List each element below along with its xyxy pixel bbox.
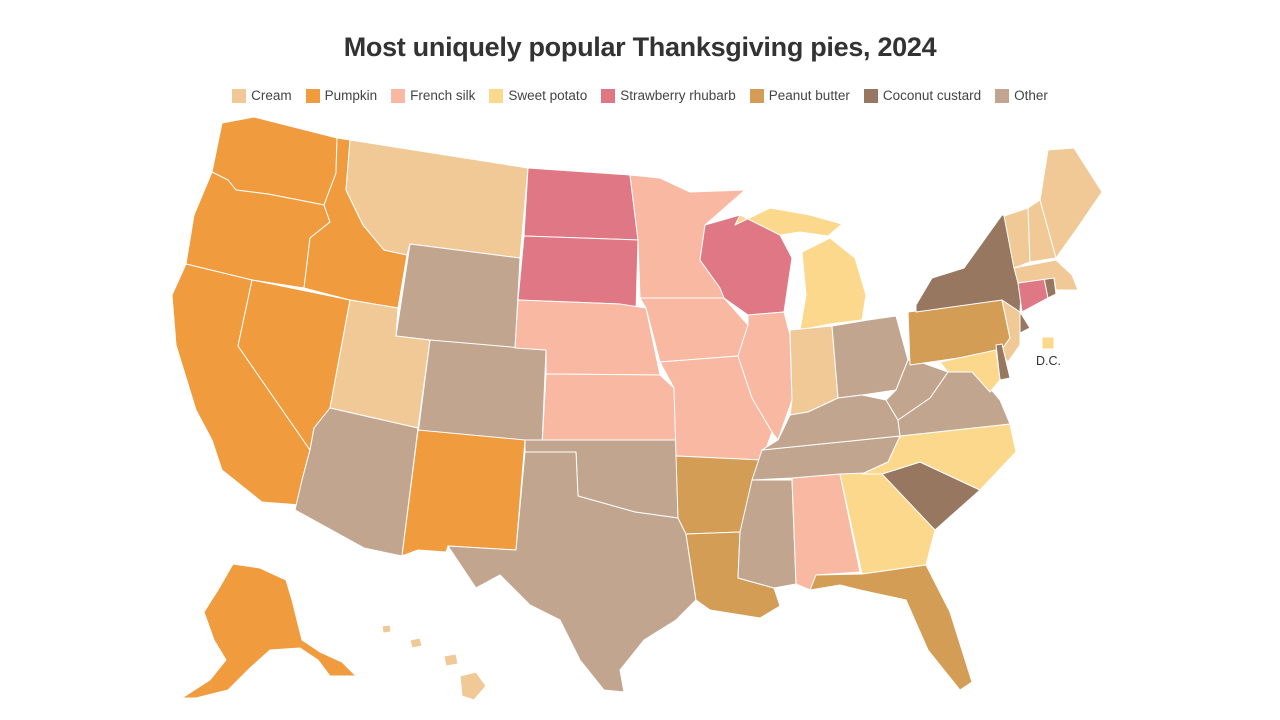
legend-item-coconut-custard: Coconut custard [863, 88, 982, 103]
state-MI-UP[interactable] [734, 207, 843, 237]
legend-swatch-other [995, 88, 1010, 103]
legend-label-cream: Cream [251, 88, 292, 103]
state-KY[interactable] [761, 394, 901, 451]
dc-marker[interactable] [1041, 336, 1055, 350]
state-ND[interactable] [523, 167, 639, 241]
state-WV[interactable] [885, 359, 949, 421]
legend-item-strawberry-rhubarb: Strawberry rhubarb [601, 88, 736, 103]
legend: Cream Pumpkin French silk Sweet potato S… [0, 88, 1280, 103]
state-HI[interactable] [459, 671, 487, 701]
legend-swatch-cream [232, 88, 247, 103]
legend-item-peanut-butter: Peanut butter [749, 88, 850, 103]
legend-item-pumpkin: Pumpkin [305, 88, 378, 103]
legend-item-cream: Cream [232, 88, 292, 103]
state-NM[interactable] [401, 429, 526, 557]
legend-swatch-sweet-potato [489, 88, 504, 103]
legend-label-pumpkin: Pumpkin [324, 88, 378, 103]
state-HI-kauai[interactable] [381, 624, 392, 634]
state-FL[interactable] [809, 564, 973, 691]
state-AZ[interactable] [294, 407, 419, 557]
legend-label-strawberry-rhubarb: Strawberry rhubarb [620, 88, 736, 103]
legend-item-french-silk: French silk [391, 88, 475, 103]
state-CT[interactable] [1017, 277, 1049, 313]
state-WY[interactable] [395, 243, 521, 351]
state-AK[interactable] [181, 563, 357, 699]
dc-label: D.C. [1036, 354, 1061, 368]
legend-label-french-silk: French silk [410, 88, 476, 103]
state-CO[interactable] [417, 339, 547, 447]
map-title: Most uniquely popular Thanksgiving pies,… [343, 32, 937, 62]
state-MD[interactable] [939, 349, 1001, 393]
state-ME[interactable] [1039, 147, 1103, 259]
legend-label-sweet-potato: Sweet potato [508, 88, 588, 103]
state-NJ[interactable] [999, 299, 1021, 363]
state-MI[interactable] [799, 237, 867, 331]
legend-swatch-pumpkin [305, 88, 320, 103]
legend-swatch-coconut-custard [863, 88, 878, 103]
legend-swatch-french-silk [391, 88, 406, 103]
state-HI-maui[interactable] [443, 653, 459, 667]
state-IL[interactable] [737, 311, 793, 441]
state-TX[interactable] [447, 451, 697, 693]
legend-swatch-peanut-butter [749, 88, 764, 103]
legend-label-peanut-butter: Peanut butter [768, 88, 850, 103]
legend-item-other: Other [995, 88, 1048, 103]
legend-swatch-strawberry-rhubarb [601, 88, 616, 103]
state-HI-oahu[interactable] [409, 637, 423, 649]
state-IA[interactable] [639, 297, 749, 363]
legend-label-coconut-custard: Coconut custard [882, 88, 982, 103]
legend-label-other: Other [1014, 88, 1048, 103]
state-KS[interactable] [541, 373, 677, 447]
state-OH[interactable] [831, 315, 909, 399]
state-MT[interactable] [345, 139, 529, 259]
state-MA[interactable] [1013, 259, 1079, 291]
legend-item-sweet-potato: Sweet potato [489, 88, 587, 103]
